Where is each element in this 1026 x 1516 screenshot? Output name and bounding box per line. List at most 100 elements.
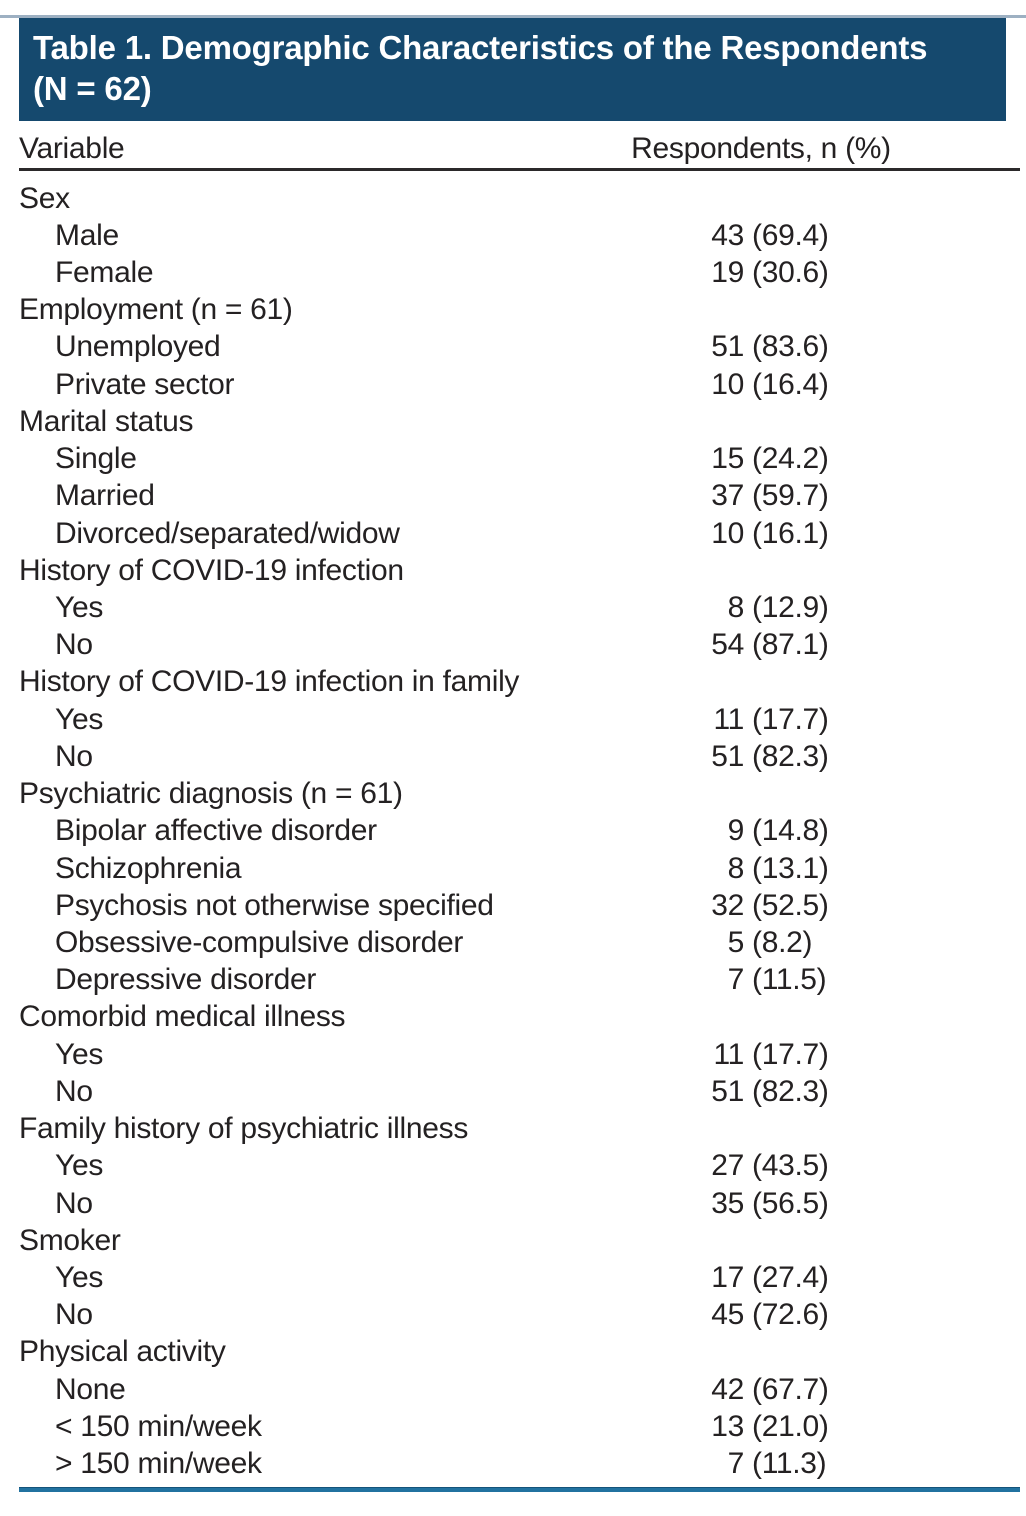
table-row: History of COVID-19 infection in family [0,664,1026,701]
row-value-n: 51 [711,330,744,364]
row-value-n: 32 [711,888,744,922]
row-value: 15 (24.2) [620,441,829,478]
row-value-pct: (69.4) [752,218,829,252]
row-value: 7 (11.5) [620,962,827,999]
row-label: Yes [55,702,104,736]
table-row: Psychiatric diagnosis (n = 61) [0,776,1026,813]
table-row: Physical activity [0,1334,1026,1371]
row-value-pct: (52.5) [752,888,829,922]
row-value-n: 51 [711,739,744,773]
table-row: Schizophrenia 8 (13.1) [0,850,1026,887]
row-value: 10 (16.1) [620,515,829,552]
row-label: None [55,1372,126,1406]
row-value: 7 (11.3) [620,1445,827,1482]
row-value-n: 5 [727,925,745,959]
row-label: Single [55,442,137,476]
row-value: 51 (82.3) [620,738,829,775]
row-label: Female [55,256,154,290]
row-value-pct: (72.6) [752,1298,829,1332]
table-row: History of COVID-19 infection [0,552,1026,589]
row-value-n: 17 [711,1260,744,1294]
row-value-n: 35 [711,1186,744,1220]
table-row: Divorced/separated/widow 10 (16.1) [0,515,1026,552]
row-value-pct: (87.1) [752,628,829,662]
table-row: Smoker [0,1222,1026,1259]
row-value-pct: (24.2) [752,442,829,476]
table-title-banner: Table 1. Demographic Characteristics of … [19,18,1006,121]
row-label: Smoker [19,1223,121,1257]
row-label: Schizophrenia [55,851,242,885]
row-value-pct: (67.7) [752,1372,829,1406]
row-value: 37 (59.7) [620,478,829,515]
table-row: No 35 (56.5) [0,1185,1026,1222]
table-row: Single 15 (24.2) [0,441,1026,478]
table-row: No 51 (82.3) [0,738,1026,775]
row-value-n: 19 [711,256,744,290]
row-value-n: 51 [711,1074,744,1108]
row-label: Marital status [19,404,194,438]
table-row: Family history of psychiatric illness [0,1110,1026,1147]
table-row: Marital status [0,403,1026,440]
row-label: Psychosis not otherwise specified [55,888,494,922]
row-value-n: 7 [727,1447,745,1481]
row-value: 43 (69.4) [620,217,829,254]
row-value: 17 (27.4) [620,1259,829,1296]
row-value-n: 10 [711,367,744,401]
table-row: None 42 (67.7) [0,1371,1026,1408]
row-value-pct: (13.1) [752,851,829,885]
row-value: 5 (8.2) [620,924,813,961]
table-row: Psychosis not otherwise specified 32 (52.… [0,887,1026,924]
row-value-pct: (11.5) [752,963,827,997]
table-row: Yes 11 (17.7) [0,1036,1026,1073]
row-value: 45 (72.6) [620,1297,829,1334]
row-value-n: 43 [711,218,744,252]
row-label: > 150 min/week [55,1447,262,1481]
row-value: 19 (30.6) [620,254,829,291]
table-row: < 150 min/week 13 (21.0) [0,1408,1026,1445]
row-value: 8 (13.1) [620,850,829,887]
table-title-line1: Table 1. Demographic Characteristics of … [33,29,928,66]
row-label: History of COVID-19 infection [19,553,404,587]
column-header-respondents: Respondents, n (%) [631,132,891,165]
row-label: Family history of psychiatric illness [19,1112,469,1146]
row-value: 11 (17.7) [620,1036,828,1073]
table-row: Obsessive-compulsive disorder 5 (8.2) [0,924,1026,961]
row-value-pct: (16.4) [752,367,829,401]
row-label: No [55,1298,93,1332]
row-value-pct: (16.1) [752,516,829,550]
row-value: 8 (12.9) [620,589,829,626]
table-row: Female 19 (30.6) [0,254,1026,291]
row-value-pct: (8.2) [752,925,813,959]
row-label: History of COVID-19 infection in family [19,665,520,699]
row-value: 9 (14.8) [620,813,829,850]
row-value-pct: (12.9) [752,591,829,625]
row-value-n: 8 [727,591,745,625]
header-rule [19,168,1020,171]
row-label: Married [55,479,155,513]
column-header-row: Variable Respondents, n (%) [0,130,1026,168]
row-label: Yes [55,1037,104,1071]
row-value-n: 45 [711,1298,744,1332]
row-value-n: 37 [711,479,744,513]
column-header-variable: Variable [19,132,125,165]
table-row: Yes 8 (12.9) [0,589,1026,626]
row-label: Obsessive-compulsive disorder [55,925,464,959]
row-value-pct: (14.8) [752,814,829,848]
row-value-n: 11 [713,1037,744,1071]
table-row: Comorbid medical illness [0,999,1026,1036]
row-value-pct: (27.4) [752,1260,829,1294]
row-value: 27 (43.5) [620,1148,829,1185]
row-value: 51 (83.6) [620,329,829,366]
row-value-pct: (56.5) [752,1186,829,1220]
table-body: Sex Male 43 (69.4) Female 19 (30.6) Employ… [0,180,1026,1483]
row-label: Unemployed [55,330,221,364]
row-label: No [55,628,93,662]
row-value-n: 10 [711,516,744,550]
table-row: No 54 (87.1) [0,627,1026,664]
row-value-n: 9 [727,814,745,848]
row-label: Yes [55,1260,104,1294]
row-value: 35 (56.5) [620,1185,829,1222]
row-value-pct: (59.7) [752,479,829,513]
row-label: Comorbid medical illness [19,1000,346,1034]
